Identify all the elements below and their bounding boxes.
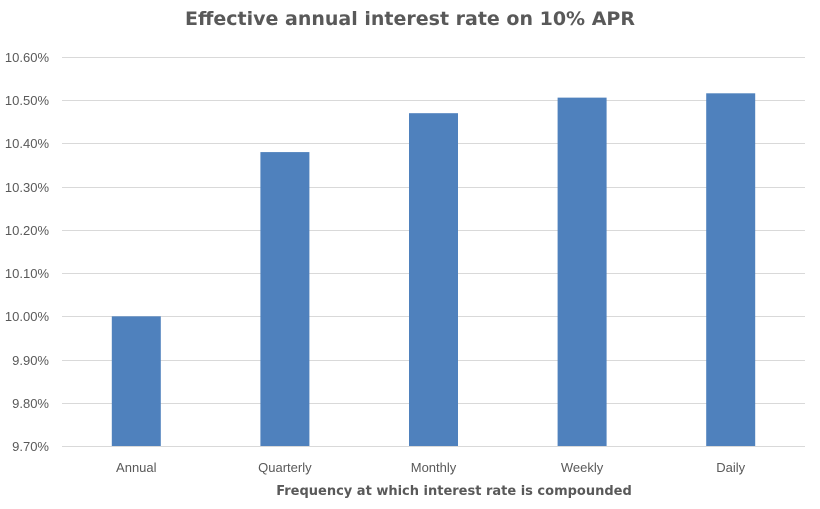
bar-monthly — [409, 113, 458, 446]
y-tick-label: 10.50% — [5, 93, 50, 108]
y-tick-label: 10.10% — [5, 266, 50, 281]
y-tick-label: 10.60% — [5, 50, 50, 65]
y-axis-tick-labels: 9.70% 9.80% 9.90% 10.00% 10.10% 10.20% 10.30% 1… — [5, 50, 50, 454]
x-tick-label: Weekly — [561, 460, 604, 475]
y-tick-label: 10.00% — [5, 309, 50, 324]
x-tick-label: Daily — [716, 460, 745, 475]
x-axis-tick-labels: Annual Quarterly Monthly Weekly Daily — [116, 460, 746, 475]
y-tick-label: 10.40% — [5, 136, 50, 151]
bar-weekly — [557, 97, 607, 446]
bar-annual — [111, 316, 161, 446]
x-tick-label: Monthly — [411, 460, 457, 475]
bar-quarterly — [260, 152, 310, 447]
y-tick-label: 10.30% — [5, 180, 50, 195]
x-tick-label: Annual — [116, 460, 157, 475]
y-tick-label: 9.90% — [12, 353, 49, 368]
x-axis-title: Frequency at which interest rate is comp… — [276, 484, 632, 499]
bar-daily — [706, 93, 756, 446]
bars — [111, 93, 756, 447]
x-tick-label: Quarterly — [258, 460, 312, 475]
chart-title: Effective annual interest rate on 10% AP… — [185, 8, 635, 30]
y-tick-label: 9.70% — [12, 439, 49, 454]
y-tick-label: 10.20% — [5, 223, 50, 238]
y-tick-label: 9.80% — [12, 396, 49, 411]
